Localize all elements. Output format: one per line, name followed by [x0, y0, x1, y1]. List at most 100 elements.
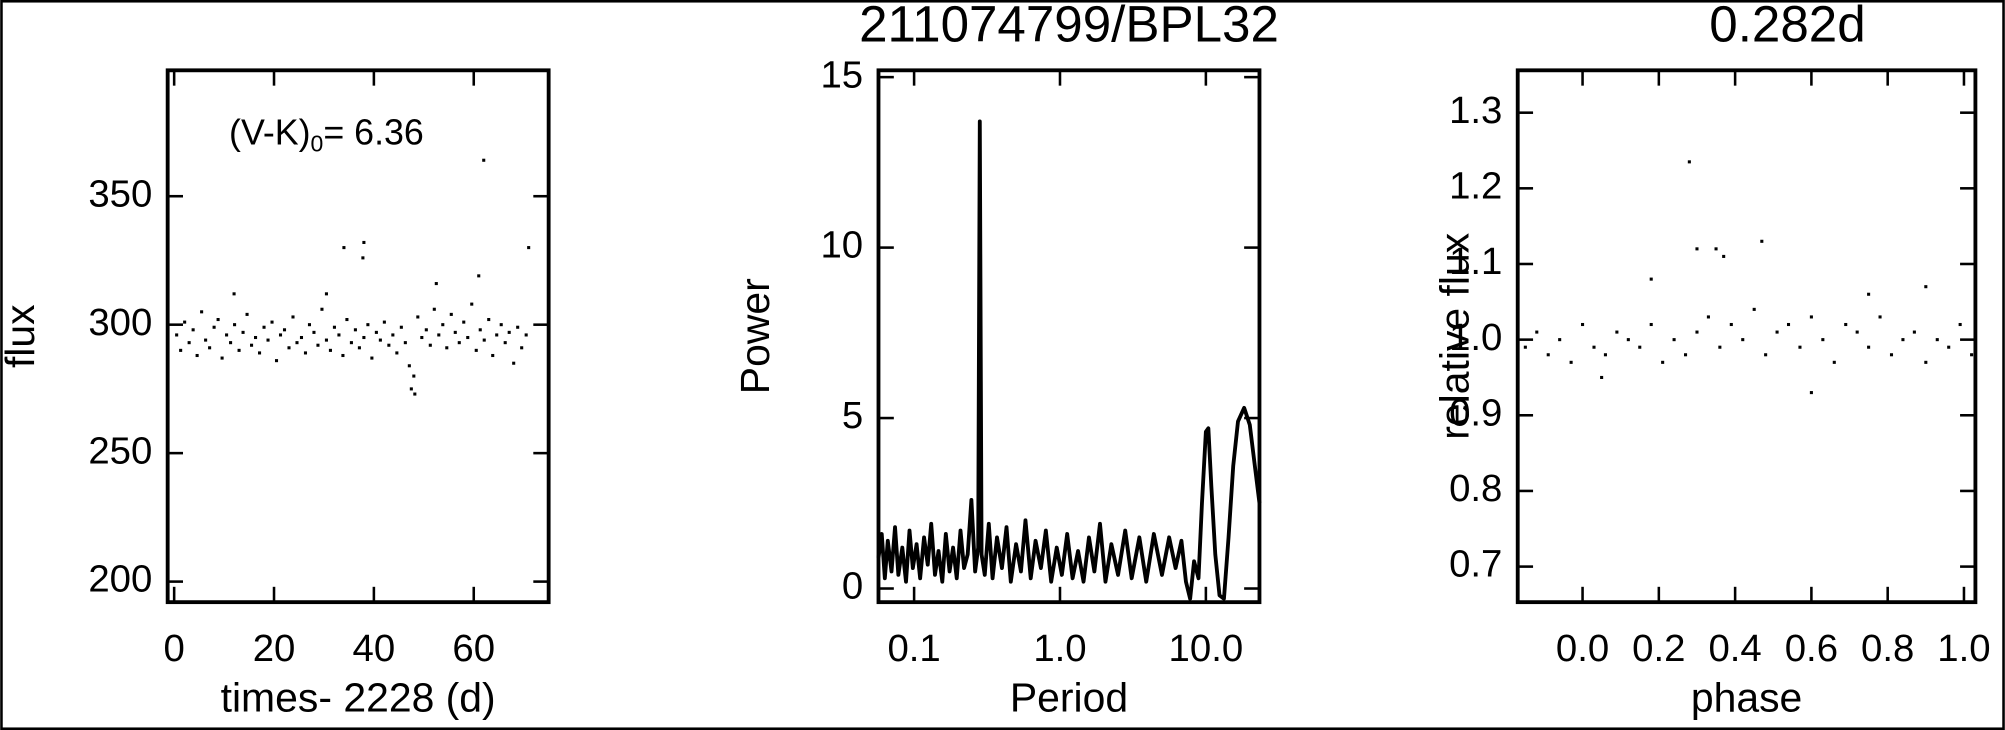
data-point: [437, 333, 441, 337]
data-point: [1535, 330, 1539, 334]
y-tick-label: 1.1: [1449, 240, 1502, 283]
y-tick-label: 300: [88, 301, 152, 344]
data-point: [495, 333, 499, 337]
data-point: [1924, 285, 1928, 289]
data-point: [307, 323, 312, 327]
data-point: [266, 338, 270, 342]
data-point: [1809, 315, 1813, 319]
y-axis-label: flux: [0, 304, 43, 368]
data-point: [474, 348, 478, 352]
data-point: [183, 320, 187, 324]
x-tick-label: 40: [353, 627, 396, 670]
data-point: [258, 351, 262, 355]
data-point: [349, 341, 353, 345]
data-point: [1603, 353, 1607, 357]
data-point: [195, 353, 199, 358]
data-point: [407, 364, 411, 368]
chart-title: 211074799/BPL32: [859, 0, 1279, 53]
data-point: [320, 307, 324, 311]
data-point: [212, 325, 216, 329]
data-point: [312, 330, 316, 334]
plot-frame: [165, 68, 551, 605]
data-point: [345, 318, 349, 322]
data-point: [478, 328, 482, 332]
data-point: [332, 325, 336, 329]
power-line: [876, 119, 1262, 601]
y-tick-label: 1.2: [1449, 164, 1502, 207]
data-point: [482, 158, 486, 162]
annotation-subscript: 0: [311, 131, 324, 157]
plot-frame: [876, 68, 1262, 605]
data-point: [1809, 391, 1813, 395]
data-point: [428, 343, 432, 347]
y-axis-label: relative flux: [1431, 232, 1477, 439]
data-point: [362, 240, 366, 244]
data-point: [1684, 353, 1688, 357]
data-point: [1714, 247, 1718, 251]
data-point: [1638, 345, 1642, 349]
data-point: [1706, 315, 1710, 319]
data-point: [262, 325, 266, 329]
data-point: [503, 341, 507, 345]
data-point: [1970, 353, 1974, 357]
data-point: [254, 335, 258, 340]
data-point: [1729, 322, 1733, 327]
data-point: [1546, 353, 1550, 357]
data-point: [1661, 360, 1665, 364]
x-axis-label: Period: [1010, 674, 1128, 720]
data-point: [179, 348, 183, 352]
data-point: [520, 346, 524, 350]
data-point: [366, 323, 370, 327]
data-point: [342, 246, 346, 250]
y-tick-label: 0.9: [1449, 391, 1502, 434]
data-point: [357, 346, 361, 350]
data-point: [361, 256, 365, 260]
y-tick-label: 250: [88, 429, 152, 472]
data-point: [1798, 345, 1802, 349]
annotation: (V-K)0= 6.36: [229, 113, 424, 157]
data-point: [1786, 322, 1791, 327]
data-point: [487, 318, 491, 322]
data-point: [353, 328, 357, 332]
data-point: [516, 325, 520, 329]
data-point: [324, 338, 328, 342]
data-point: [295, 341, 299, 345]
data-point: [175, 333, 179, 337]
data-point: [527, 246, 531, 250]
data-point: [1867, 292, 1871, 296]
data-point: [1912, 330, 1916, 334]
data-point: [233, 323, 237, 327]
chart-title: 0.282d: [1709, 0, 1865, 53]
data-point: [1523, 345, 1527, 349]
x-axis-label: times- 2228 (d): [221, 674, 496, 720]
data-point: [274, 359, 279, 363]
data-point: [216, 318, 220, 322]
data-point: [434, 282, 438, 286]
data-point: [413, 392, 417, 396]
data-point: [245, 312, 249, 316]
data-point: [512, 361, 516, 365]
data-point: [232, 292, 236, 296]
y-tick-label: 350: [88, 172, 152, 215]
x-tick-label: 1.0: [1937, 627, 1990, 670]
x-tick-label: 10.0: [1169, 627, 1244, 670]
data-point: [208, 346, 212, 350]
data-point: [524, 333, 528, 337]
data-point: [491, 353, 495, 358]
data-point: [282, 328, 287, 332]
data-point: [412, 374, 416, 378]
y-tick-label: 1.3: [1449, 89, 1502, 132]
data-point: [1832, 360, 1836, 364]
data-point: [482, 338, 486, 342]
data-point: [316, 343, 320, 347]
data-point: [441, 323, 445, 327]
data-point: [324, 292, 328, 296]
data-point: [328, 348, 332, 352]
y-axis-label: Power: [732, 278, 778, 394]
data-point: [204, 338, 208, 342]
data-point: [477, 274, 481, 278]
data-point: [403, 341, 407, 345]
data-point: [1569, 360, 1573, 364]
